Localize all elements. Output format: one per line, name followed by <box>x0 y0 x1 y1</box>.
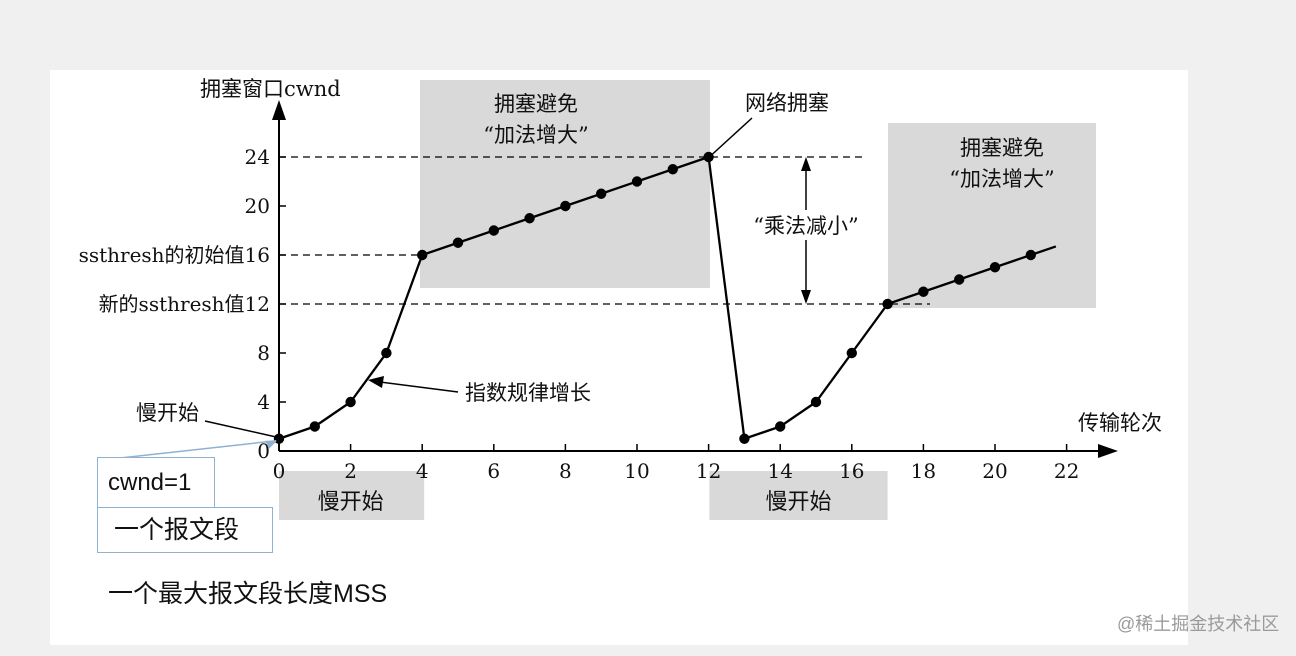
slow-start-pointer-line <box>204 420 276 438</box>
y-axis-title: 拥塞窗口cwnd <box>200 77 341 101</box>
data-point <box>989 262 1001 273</box>
chart-text: 0 2 4 6 8 10 12 14 16 18 20 220482024ssthresh的初始值16… <box>79 77 1162 515</box>
watermark: @稀土掘金技术社区 <box>1117 614 1280 634</box>
data-point <box>775 421 786 432</box>
x-axis-title: 传输轮次 <box>1078 411 1162 435</box>
threshold-label-12: 新的ssthresh值12 <box>99 292 270 316</box>
y-tick-label: 4 <box>257 390 270 414</box>
x-axis-arrow-icon <box>1098 444 1118 458</box>
series <box>273 151 1057 444</box>
segment-note-text: 一个报文段 <box>114 516 240 544</box>
x-tick-label: 2 <box>344 459 357 483</box>
data-point <box>810 396 822 408</box>
y-tick-label: 24 <box>245 145 270 169</box>
data-point <box>524 213 535 224</box>
x-tick-label: 22 <box>1054 459 1079 483</box>
congestion-pointer-line <box>712 117 753 155</box>
data-point <box>846 347 857 359</box>
region-1-subtitle: “加法增大” <box>483 123 588 147</box>
x-tick-label: 16 <box>839 459 864 483</box>
region-2-title: 拥塞避免 <box>960 136 1044 160</box>
y-tick-label: 8 <box>257 341 270 365</box>
series-extension-line <box>1030 245 1057 257</box>
x-tick-label: 8 <box>559 459 572 483</box>
y-tick-label: 20 <box>245 194 270 218</box>
data-point <box>381 347 392 359</box>
data-point <box>882 298 893 310</box>
arrow-up-icon <box>801 157 811 171</box>
slow-start-band-2-label: 慢开始 <box>765 490 831 515</box>
cwnd-note-box: cwnd=1 <box>97 457 215 509</box>
data-point <box>596 188 607 199</box>
congestion-label: 网络拥塞 <box>745 91 829 115</box>
slow-start-band-2 <box>709 471 888 520</box>
x-tick-label: 4 <box>416 459 429 483</box>
x-tick-label: 12 <box>696 459 721 483</box>
data-point <box>667 164 678 175</box>
region-2-subtitle: “加法增大” <box>949 167 1054 191</box>
congestion-drop-line <box>707 156 746 439</box>
data-point <box>631 176 643 187</box>
x-tick-label: 20 <box>982 459 1007 483</box>
data-point <box>560 200 571 212</box>
cwnd-note-text: cwnd=1 <box>108 469 192 496</box>
exponential-pointer-line <box>379 381 459 393</box>
congestion-avoidance-region-1 <box>420 80 710 288</box>
cwnd-connector-line <box>119 440 277 459</box>
guide-lines <box>279 156 930 305</box>
x-tick-label: 0 <box>273 459 286 483</box>
x-tick-label: 14 <box>767 459 792 483</box>
region-1-title: 拥塞避免 <box>494 92 578 116</box>
multiplicative-label-backing <box>738 210 878 240</box>
arrow-down-icon <box>801 290 811 304</box>
slow-start-band-1-label: 慢开始 <box>318 490 384 515</box>
axes <box>272 100 1118 458</box>
cwnd-connector-arrow-icon <box>265 440 277 449</box>
data-point <box>309 421 320 432</box>
data-point <box>488 225 499 236</box>
shaded-regions <box>279 80 1096 520</box>
congestion-avoidance-region-2 <box>888 123 1096 308</box>
multiplicative-label: “乘法减小” <box>753 214 858 238</box>
segment-note-box: 一个报文段 <box>97 507 273 553</box>
x-tick-label: 18 <box>911 459 936 483</box>
x-tick-label: 10 <box>624 459 649 483</box>
y-tick-label: 0 <box>257 439 270 463</box>
slow-start-band-1 <box>279 471 425 520</box>
threshold-label-16: ssthresh的初始值16 <box>79 243 270 267</box>
data-point <box>345 396 356 408</box>
exponential-label: 指数规律增长 <box>465 381 591 405</box>
x-tick-label: 6 <box>487 459 500 483</box>
data-point <box>417 249 428 261</box>
mss-note: 一个最大报文段长度MSS <box>108 580 388 608</box>
data-point <box>954 274 965 285</box>
data-point <box>918 286 929 297</box>
exponential-arrow-icon <box>368 376 384 388</box>
data-point <box>452 237 464 248</box>
slow-start-label: 慢开始 <box>136 401 199 425</box>
y-axis-arrow-icon <box>272 100 286 120</box>
